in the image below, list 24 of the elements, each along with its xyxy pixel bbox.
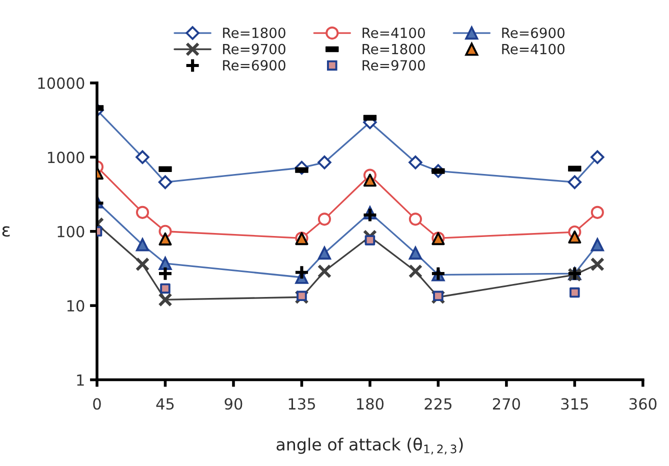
x-axis-title: angle of attack (θ$_{1,2,3}$) — [276, 438, 463, 455]
x-tick-label: 45 — [156, 398, 174, 410]
legend-label: Re=4100 — [362, 28, 425, 38]
y-tick-label: 1 — [77, 374, 84, 386]
legend-label: Re=6900 — [223, 60, 286, 71]
x-tick-label: 90 — [224, 398, 242, 410]
legend-label: Re=9700 — [362, 60, 425, 71]
legend-label: Re=9700 — [223, 44, 286, 54]
x-tick-label: 180 — [357, 398, 384, 410]
x-tick-label: 270 — [492, 398, 520, 410]
legend-label: Re=6900 — [502, 28, 564, 38]
legend-label: Re=4100 — [502, 44, 564, 54]
y-tick-label: 10 — [67, 300, 84, 312]
x-tick-label: 135 — [288, 398, 315, 410]
x-tick-label: 0 — [93, 398, 101, 410]
x-tick-label: 225 — [424, 398, 452, 410]
y-tick-label: 100 — [58, 226, 84, 238]
y-axis-title: ε — [2, 226, 10, 237]
y-tick-label: 1000 — [48, 152, 84, 164]
x-tick-label: 315 — [561, 398, 588, 410]
x-tick-label: 360 — [629, 398, 656, 410]
y-tick-label: 10000 — [38, 77, 84, 89]
legend-label: Re=1800 — [362, 44, 425, 54]
legend-label: Re=1800 — [223, 28, 286, 38]
